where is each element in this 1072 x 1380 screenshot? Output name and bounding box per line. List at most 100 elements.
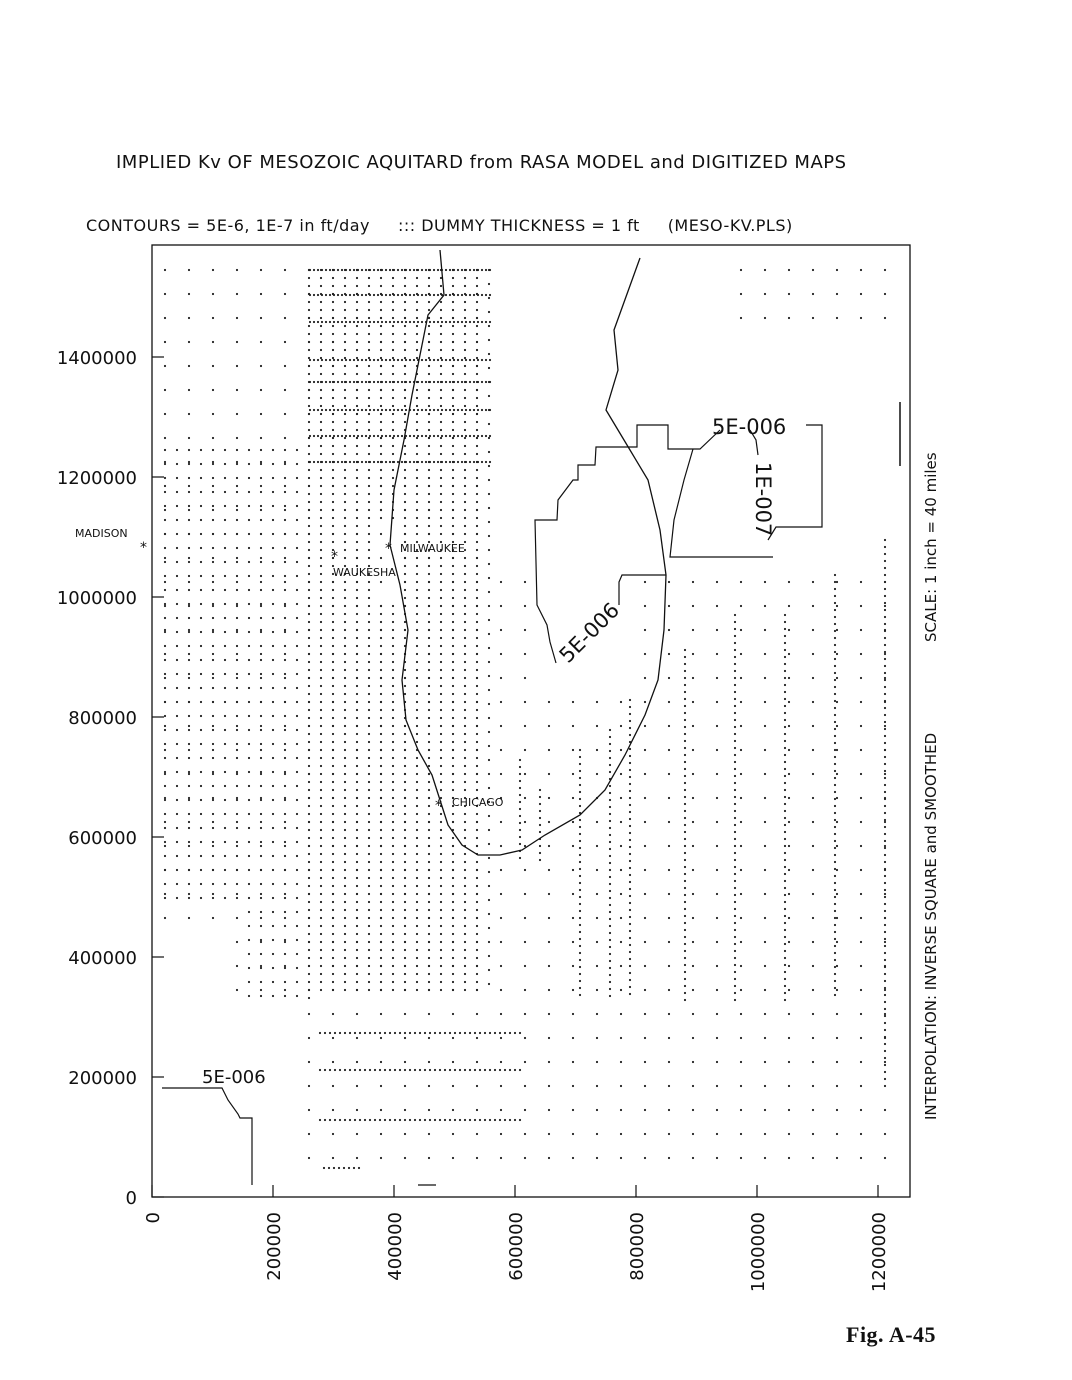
grid-point: [628, 992, 632, 996]
grid-point: [787, 1084, 791, 1088]
grid-point: [487, 702, 491, 706]
grid-point: [444, 358, 448, 362]
grid-point: [439, 340, 443, 344]
grid-point: [733, 844, 737, 848]
grid-point: [388, 358, 392, 362]
grid-point: [883, 1060, 887, 1064]
grid-point: [473, 1068, 477, 1072]
grid-point: [415, 452, 419, 456]
grid-point: [883, 1156, 887, 1160]
grid-point: [595, 1108, 599, 1112]
grid-point: [487, 310, 491, 314]
grid-point: [307, 516, 311, 520]
grid-point: [427, 524, 431, 528]
grid-point: [235, 840, 239, 844]
grid-point: [355, 916, 359, 920]
grid-point: [403, 636, 407, 640]
grid-point: [223, 770, 227, 774]
grid-point: [316, 358, 320, 362]
grid-point: [691, 964, 695, 968]
grid-point: [571, 988, 575, 992]
grid-point: [733, 907, 737, 911]
grid-point: [571, 1132, 575, 1136]
grid-point: [628, 964, 632, 968]
grid-point: [343, 860, 347, 864]
grid-point: [328, 380, 332, 384]
grid-point: [403, 572, 407, 576]
grid-point: [451, 284, 455, 288]
grid-point: [833, 972, 837, 976]
grid-point: [833, 615, 837, 619]
grid-point: [628, 859, 632, 863]
grid-point: [360, 320, 364, 324]
grid-point: [392, 293, 396, 297]
grid-point: [355, 420, 359, 424]
grid-point: [283, 560, 287, 564]
grid-point: [424, 293, 428, 297]
grid-point: [463, 692, 467, 696]
grid-point: [235, 508, 239, 512]
grid-point: [367, 468, 371, 472]
grid-point: [199, 714, 203, 718]
grid-point: [343, 596, 347, 600]
grid-point: [379, 772, 383, 776]
grid-point: [835, 724, 839, 728]
grid-point: [433, 1031, 437, 1035]
grid-point: [608, 945, 612, 949]
grid-point: [883, 559, 887, 563]
grid-point: [683, 956, 687, 960]
grid-point: [379, 1084, 383, 1088]
grid-point: [355, 652, 359, 656]
grid-point: [683, 998, 687, 1002]
grid-point: [787, 700, 791, 704]
grid-point: [427, 572, 431, 576]
grid-point: [487, 912, 491, 916]
grid-point: [379, 876, 383, 880]
grid-point: [175, 770, 179, 774]
grid-point: [715, 676, 719, 680]
grid-point: [391, 404, 395, 408]
grid-point: [319, 412, 323, 416]
grid-point: [223, 840, 227, 844]
grid-point: [513, 1031, 517, 1035]
grid-point: [608, 980, 612, 984]
grid-point: [307, 996, 311, 1000]
grid-point: [463, 476, 467, 480]
grid-point: [883, 1042, 887, 1046]
grid-point: [498, 1031, 502, 1035]
grid-point: [428, 320, 432, 324]
grid-point: [628, 782, 632, 786]
grid-point: [475, 276, 479, 280]
grid-point: [451, 980, 455, 984]
grid-point: [312, 268, 316, 272]
grid-point: [404, 293, 408, 297]
grid-point: [628, 726, 632, 730]
grid-point: [783, 676, 787, 680]
grid-point: [187, 748, 191, 752]
grid-point: [523, 724, 527, 728]
grid-point: [403, 844, 407, 848]
grid-point: [348, 293, 352, 297]
grid-point: [427, 692, 431, 696]
grid-point: [343, 548, 347, 552]
grid-point: [355, 436, 359, 440]
grid-point: [355, 884, 359, 888]
grid-point: [733, 683, 737, 687]
grid-point: [667, 964, 671, 968]
grid-point: [487, 730, 491, 734]
grid-point: [608, 819, 612, 823]
grid-point: [499, 748, 503, 752]
grid-point: [619, 820, 623, 824]
grid-point: [811, 964, 815, 968]
grid-point: [340, 320, 344, 324]
grid-point: [739, 628, 743, 632]
grid-point: [403, 788, 407, 792]
grid-point: [319, 532, 323, 536]
grid-point: [538, 816, 542, 820]
grid-point: [691, 652, 695, 656]
grid-point: [393, 1118, 397, 1122]
grid-point: [340, 268, 344, 272]
grid-point: [475, 548, 479, 552]
grid-point: [271, 714, 275, 718]
grid-point: [472, 408, 476, 412]
